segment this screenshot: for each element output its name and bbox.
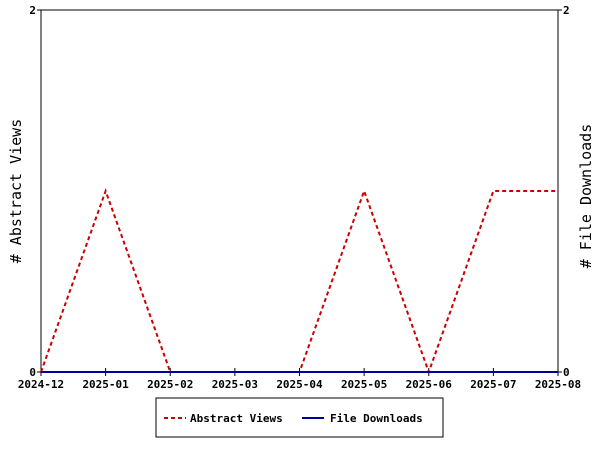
x-tick-label: 2025-01 [82, 378, 129, 391]
x-tick-label: 2025-02 [147, 378, 193, 391]
x-tick-label: 2025-08 [535, 378, 581, 391]
x-tick-label: 2024-12 [18, 378, 64, 391]
series-line-abstract-views [40, 188, 558, 375]
legend-label-file-downloads: File Downloads [330, 412, 423, 425]
left-y-tick-label: 0 [29, 366, 36, 379]
right-y-tick-label: 2 [563, 4, 570, 17]
left-y-tick-label: 2 [29, 4, 36, 17]
x-tick-label: 2025-07 [470, 378, 516, 391]
legend-label-abstract-views: Abstract Views [190, 412, 283, 425]
right-axis-title: # File Downloads [577, 124, 595, 269]
x-tick-label: 2025-06 [406, 378, 453, 391]
right-y-tick-label: 0 [563, 366, 570, 379]
legend-box [155, 397, 444, 438]
plot-frame [40, 9, 559, 373]
legend: Abstract Views File Downloads [155, 397, 444, 438]
x-tick-label: 2025-03 [212, 378, 258, 391]
x-tick-label: 2025-05 [341, 378, 387, 391]
left-axis-title: # Abstract Views [7, 119, 25, 264]
x-tick-label: 2025-04 [276, 378, 323, 391]
